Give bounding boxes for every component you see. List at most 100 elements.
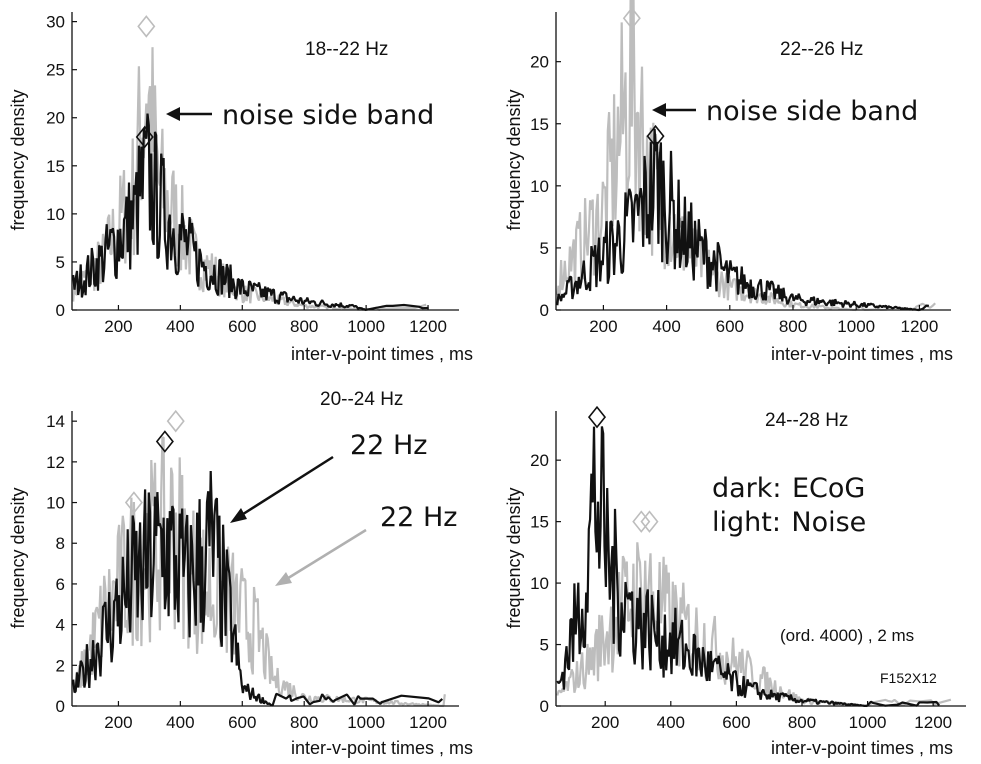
x-tick-label: 1000 (837, 317, 875, 336)
y-tick-label: 5 (540, 239, 549, 258)
panel-24-28hz: 24--28 Hz dark: ECoG light: Noise (ord. … (504, 405, 966, 758)
series-line-dark (72, 470, 444, 707)
x-tick-label: 1000 (347, 317, 385, 336)
y-tick-label: 20 (530, 53, 549, 72)
x-tick-label: 400 (166, 317, 194, 336)
x-tick-label: 200 (104, 317, 132, 336)
x-tick-label: 600 (228, 317, 256, 336)
legend-dark: dark: ECoG (712, 473, 865, 504)
series-line-dark (556, 128, 929, 312)
legend-dark-key: dark: (712, 473, 782, 504)
x-tick-label: 800 (788, 713, 816, 732)
legend-light: light: Noise (712, 507, 866, 538)
x-tick-label: 1200 (409, 713, 447, 732)
arrow-22hz-light (275, 528, 367, 586)
series-line-dark (72, 113, 429, 311)
y-tick-label: 5 (56, 253, 65, 272)
x-tick-label: 400 (657, 713, 685, 732)
panel-title: 24--28 Hz (765, 410, 848, 431)
x-tick-label: 600 (716, 317, 744, 336)
annotation-noise-side-band: noise side band (222, 100, 434, 131)
x-tick-label: 1200 (900, 317, 938, 336)
panel-18-22hz: 18--22 Hz noise side band 200 400 600 800 10… (8, 12, 473, 364)
annotation-22hz-dark: 22 Hz (350, 430, 427, 461)
figure-id: F152X12 (880, 670, 937, 686)
y-tick-label: 15 (530, 513, 549, 532)
y-tick-label: 5 (540, 636, 549, 655)
x-tick-label: 200 (104, 713, 132, 732)
peak-marker-light (640, 510, 659, 533)
y-tick-label: 10 (530, 177, 549, 196)
series-dark (72, 470, 444, 707)
series-dark (556, 128, 929, 312)
y-axis-label: frequency density (504, 89, 524, 230)
y-axis-label: frequency density (8, 89, 28, 230)
legend-light-key: light: (712, 507, 781, 538)
x-axis-label: inter-v-point times , ms (291, 738, 473, 758)
peak-marker-light (166, 409, 185, 433)
x-tick-label: 200 (591, 713, 619, 732)
y-tick-label: 0 (56, 301, 65, 320)
y-tick-label: 8 (56, 534, 65, 553)
y-tick-label: 10 (530, 574, 549, 593)
x-tick-label: 1000 (849, 713, 887, 732)
order-note: (ord. 4000) , 2 ms (780, 626, 914, 645)
y-tick-label: 0 (56, 697, 65, 716)
x-tick-label: 600 (722, 713, 750, 732)
y-tick-label: 0 (540, 697, 549, 716)
x-tick-label: 800 (779, 317, 807, 336)
y-tick-label: 15 (46, 157, 65, 176)
x-tick-label: 800 (290, 713, 318, 732)
x-tick-label: 800 (290, 317, 318, 336)
series-light (72, 47, 427, 312)
series-line-light (72, 47, 427, 312)
x-axis-label: inter-v-point times , ms (771, 738, 953, 758)
y-tick-label: 30 (46, 13, 65, 32)
x-tick-label: 1200 (409, 317, 447, 336)
arrow-noise-side-band (652, 103, 696, 117)
legend-light-value: Noise (791, 507, 866, 538)
annotation-22hz-light: 22 Hz (380, 502, 457, 533)
arrow-noise-side-band (166, 107, 212, 121)
peak-marker-dark (135, 125, 154, 149)
panel-20-24hz: 20--24 Hz 22 Hz 22 Hz 200 400 600 800 1000 12… (8, 389, 473, 758)
peak-marker-light (632, 510, 651, 533)
panel-22-26hz: 22--26 Hz noise side band 200 400 600 800 10… (504, 0, 953, 364)
y-tick-label: 20 (46, 109, 65, 128)
y-tick-label: 25 (46, 61, 65, 80)
y-axis-label: frequency density (504, 487, 524, 628)
annotation-noise-side-band: noise side band (706, 96, 918, 127)
y-tick-label: 4 (56, 616, 65, 635)
series-dark (72, 113, 429, 311)
y-tick-label: 15 (530, 115, 549, 134)
y-tick-label: 0 (540, 301, 549, 320)
y-tick-label: 20 (530, 451, 549, 470)
peak-marker-light (622, 6, 641, 30)
x-tick-label: 1000 (347, 713, 385, 732)
peak-marker-dark (155, 430, 174, 453)
panel-title: 22--26 Hz (780, 39, 863, 60)
series-dark (556, 426, 940, 707)
panel-title: 20--24 Hz (320, 389, 403, 410)
y-tick-label: 14 (46, 412, 65, 431)
series-line-dark (556, 426, 940, 707)
x-tick-label: 1200 (914, 713, 952, 732)
legend-dark-value: ECoG (792, 473, 865, 504)
x-axis-label: inter-v-point times , ms (291, 344, 473, 364)
x-tick-label: 600 (228, 713, 256, 732)
peak-marker-dark (646, 124, 665, 148)
y-tick-label: 12 (46, 453, 65, 472)
x-axis-label: inter-v-point times , ms (771, 344, 953, 364)
peak-marker-light (124, 491, 143, 514)
peak-marker-light (137, 15, 156, 38)
y-tick-label: 10 (46, 205, 65, 224)
x-tick-label: 200 (589, 317, 617, 336)
x-tick-label: 400 (652, 317, 680, 336)
panel-title: 18--22 Hz (305, 39, 388, 60)
y-axis-label: frequency density (8, 487, 28, 628)
peak-marker-dark (587, 405, 607, 429)
y-tick-label: 6 (56, 575, 65, 594)
arrow-22hz-dark (230, 455, 334, 523)
y-tick-label: 2 (56, 656, 65, 675)
